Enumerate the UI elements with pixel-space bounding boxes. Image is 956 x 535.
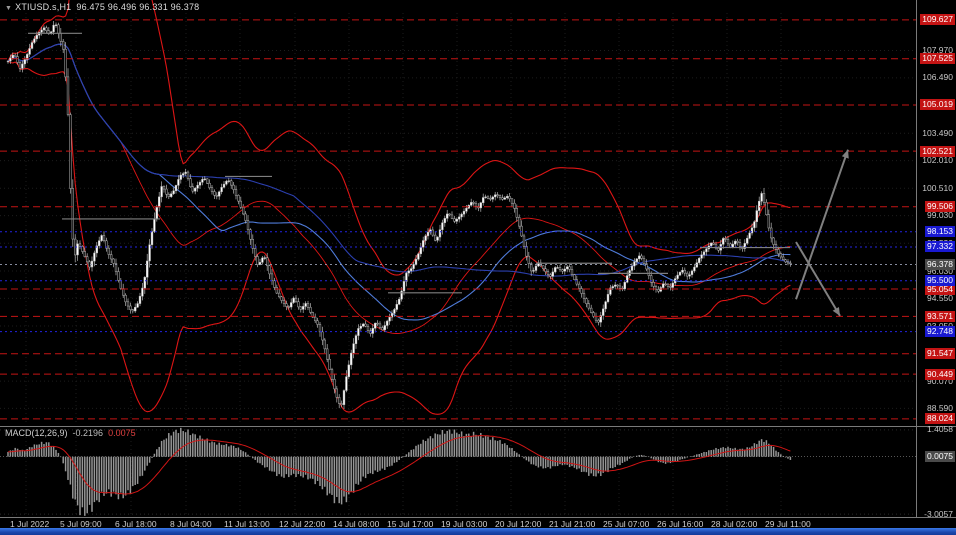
price-level-label-blue: 95.500 <box>925 275 955 287</box>
price-level-label-red: 90.449 <box>925 368 955 380</box>
time-label: 21 Jul 21:00 <box>549 519 596 529</box>
price-level-label-red: 109.627 <box>920 14 955 26</box>
price-level-label-red: 95.054 <box>925 283 955 295</box>
price-label: 90.070 <box>927 375 953 386</box>
time-label: 15 Jul 17:00 <box>387 519 434 529</box>
time-label: 20 Jul 12:00 <box>495 519 542 529</box>
price-level-label-red: 88.024 <box>925 413 955 425</box>
price-axis[interactable]: 107.970 106.490 103.490 102.010 100.510 99.03… <box>917 0 956 519</box>
symbol-marker-icon: ▼ <box>5 5 13 12</box>
time-axis[interactable]: 1 Jul 2022 5 Jul 09:00 6 Jul 18:00 8 Jul 04… <box>0 519 956 530</box>
price-label: 100.510 <box>922 182 953 193</box>
price-label: 93.050 <box>925 321 955 332</box>
price-label: 107.970 <box>922 44 953 55</box>
time-label: 19 Jul 03:00 <box>441 519 488 529</box>
time-label: 8 Jul 04:00 <box>170 519 212 529</box>
price-label: 94.550 <box>927 292 953 303</box>
macd-indicator-label: MACD(12,26,9) -0.2196 0.0075 <box>5 428 136 438</box>
macd-main-value: -0.2196 <box>72 428 104 438</box>
price-label: 103.490 <box>922 127 953 138</box>
price-level-label-red: 99.506 <box>925 201 955 213</box>
price-level-label-red: 102.521 <box>920 145 955 157</box>
price-level-label-red: 93.571 <box>925 310 955 322</box>
macd-axis-current: 0.0075 <box>925 451 955 463</box>
current-price-label: 96.378 <box>925 259 955 271</box>
price-label: 106.490 <box>922 72 953 83</box>
taskbar[interactable] <box>0 528 956 535</box>
price-level-label-blue: 97.332 <box>925 241 955 253</box>
price-label: 88.590 <box>927 402 953 413</box>
price-level-label-blue: 92.748 <box>925 326 955 338</box>
time-label: 25 Jul 07:00 <box>603 519 650 529</box>
symbol-timeframe: XTIUSD.s,H1 <box>15 2 72 12</box>
macd-name: MACD(12,26,9) <box>5 428 68 438</box>
time-label: 26 Jul 16:00 <box>657 519 704 529</box>
chart-title-bar: ▼ XTIUSD.s,H1 96.475 96.496 96.331 96.378 <box>5 2 199 12</box>
time-label: 5 Jul 09:00 <box>60 519 102 529</box>
time-label: 1 Jul 2022 <box>10 519 50 529</box>
ohlc-values: 96.475 96.496 96.331 96.378 <box>76 2 200 12</box>
price-label: 99.030 <box>927 210 953 221</box>
price-label: 102.010 <box>922 155 953 166</box>
time-label: 12 Jul 22:00 <box>279 519 326 529</box>
macd-axis-max: 1.4058 <box>927 424 953 435</box>
time-label: 29 Jul 11:00 <box>765 519 811 529</box>
time-label: 28 Jul 02:00 <box>711 519 758 529</box>
price-label: 96.030 <box>927 265 953 276</box>
time-label: 11 Jul 13:00 <box>224 519 270 529</box>
time-label: 14 Jul 08:00 <box>333 519 380 529</box>
price-level-label-red: 105.019 <box>920 99 955 111</box>
macd-signal-value: 0.0075 <box>108 428 136 438</box>
macd-axis-min: -3.0057 <box>924 508 953 519</box>
price-level-label-blue: 98.153 <box>925 226 955 238</box>
time-label: 6 Jul 18:00 <box>115 519 157 529</box>
price-level-label-red: 107.525 <box>920 53 955 65</box>
price-level-label-red: 91.547 <box>925 348 955 360</box>
